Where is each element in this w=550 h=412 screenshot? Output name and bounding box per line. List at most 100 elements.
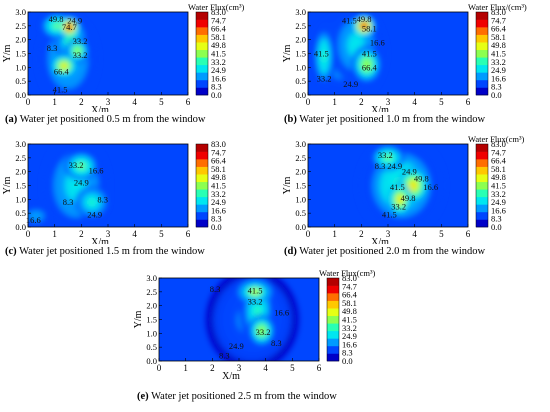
caption-e-text: Water jet positioned 2.5 m from the wind… bbox=[151, 391, 337, 402]
contour-label: 24.9 bbox=[74, 178, 89, 188]
hotspot-band bbox=[75, 48, 80, 53]
caption-c: (c) Water jet positioned 1.5 m from the … bbox=[5, 246, 205, 257]
colorbar-tick-label: 16.6 bbox=[342, 339, 357, 349]
colorbar-tick-label: 41.5 bbox=[211, 49, 226, 59]
colorbar-swatch bbox=[196, 144, 208, 152]
chart-a: 0 1 2 3 4 5 60.00.51.01.52.02.53.0X/mY/m49.874… bbox=[2, 2, 245, 116]
colorbar-tick-label: 83.0 bbox=[491, 7, 506, 17]
contour-label: 16.6 bbox=[274, 308, 289, 318]
colorbar-title: Water Flux/(cm³) bbox=[468, 2, 527, 12]
y-tick-label: 1.5 bbox=[15, 181, 26, 191]
x-tick-label: 6 bbox=[317, 363, 322, 373]
colorbar-tick-label: 8.3 bbox=[342, 348, 353, 358]
colorbar-tick-label: 33.2 bbox=[491, 189, 506, 199]
y-tick-label: 0.0 bbox=[295, 222, 306, 232]
colorbar-swatch bbox=[196, 19, 208, 28]
colorbar-tick-label: 58.1 bbox=[491, 32, 506, 42]
colorbar-tick-label: 66.4 bbox=[491, 156, 507, 166]
y-tick-label: 3.0 bbox=[295, 7, 306, 17]
colorbar-swatch bbox=[196, 166, 208, 175]
y-axis-label: Y/m bbox=[133, 310, 144, 328]
colorbar-swatch bbox=[196, 79, 208, 88]
colorbar-swatch bbox=[476, 72, 488, 81]
colorbar-swatch bbox=[476, 12, 488, 20]
y-tick-label: 2.5 bbox=[15, 153, 26, 163]
caption-a: (a) Water jet positioned 0.5 m from the … bbox=[5, 114, 205, 125]
colorbar-swatch bbox=[476, 181, 488, 190]
panel-a: 0 1 2 3 4 5 6 0.0 0.5 1.0 1.5 2.0 2.5 3.0 X/m Y/m 49.8 74… bbox=[2, 2, 267, 117]
colorbar-tick-label: 49.8 bbox=[491, 172, 506, 182]
y-tick-label: 0.5 bbox=[295, 76, 306, 86]
heat-layer bbox=[358, 144, 445, 227]
y-tick-label: 1.5 bbox=[146, 315, 157, 325]
colorbar-tick-label: 0.0 bbox=[342, 356, 353, 366]
x-axis-label: X/m bbox=[371, 105, 389, 112]
x-tick-label: 0 bbox=[157, 363, 162, 373]
contour-label: 24.9 bbox=[387, 161, 402, 171]
colorbar-tick-label: 49.8 bbox=[211, 172, 226, 182]
contour-label: 41.5 bbox=[362, 49, 377, 59]
x-tick-label: 4 bbox=[132, 229, 137, 239]
colorbar-tick-label: 49.8 bbox=[491, 40, 506, 50]
colorbar-tick-label: 41.5 bbox=[211, 181, 226, 191]
colorbar-tick-label: 74.7 bbox=[342, 281, 357, 291]
hotspot-band bbox=[33, 214, 39, 218]
colorbar-tick-label: 74.7 bbox=[491, 147, 506, 157]
colorbar-swatch bbox=[196, 72, 208, 81]
contour-label: 49.8 bbox=[414, 174, 429, 184]
caption-e-letter: (e) bbox=[137, 391, 149, 402]
colorbar-swatch bbox=[196, 49, 208, 58]
contour-label: 16.6 bbox=[423, 182, 438, 192]
contour-label: 8.3 bbox=[47, 43, 58, 53]
contour-label: 33.2 bbox=[73, 36, 88, 46]
colorbar-tick-label: 8.3 bbox=[491, 82, 502, 92]
x-axis-label: X/m bbox=[222, 371, 240, 382]
contour-label: 24.9 bbox=[229, 341, 244, 351]
hotspot-band bbox=[54, 23, 61, 28]
y-tick-label: 1.0 bbox=[15, 194, 26, 204]
colorbar-tick-label: 33.2 bbox=[211, 189, 226, 199]
colorbar-tick-label: 33.2 bbox=[211, 57, 226, 67]
hotspot-band bbox=[362, 24, 366, 28]
colorbar-tick-label: 74.7 bbox=[211, 147, 226, 157]
hotspot-band bbox=[364, 61, 370, 68]
colorbar-swatch bbox=[476, 79, 488, 88]
contour-label: 66.4 bbox=[54, 66, 70, 76]
x-tick-label: 0 bbox=[26, 97, 31, 107]
caption-d-text: Water jet positioned 2.0 m from the wind… bbox=[299, 246, 486, 257]
contour-label: 33.2 bbox=[256, 327, 271, 337]
colorbar-swatch bbox=[476, 151, 488, 160]
colorbar-swatch bbox=[196, 204, 208, 213]
colorbar-swatch bbox=[476, 64, 488, 73]
colorbar-swatch bbox=[476, 27, 488, 35]
y-axis-label: Y/m bbox=[282, 44, 293, 62]
y-tick-label: 3.0 bbox=[15, 139, 26, 149]
colorbar-swatch bbox=[196, 181, 208, 190]
contour-label: 24.9 bbox=[87, 210, 102, 220]
colorbar-swatch bbox=[476, 211, 488, 220]
y-tick-label: 1.5 bbox=[295, 49, 306, 59]
heat-layer bbox=[205, 278, 299, 361]
y-tick-label: 3.0 bbox=[15, 7, 26, 17]
x-tick-label: 3 bbox=[386, 229, 391, 239]
x-tick-label: 1 bbox=[183, 363, 188, 373]
chart-d: 0 1 2 3 4 5 60.00.51.01.52.02.53.0X/mY/m33.28.… bbox=[282, 134, 525, 248]
contour-label: 49.8 bbox=[401, 193, 416, 203]
contour-label: 33.2 bbox=[248, 297, 263, 307]
colorbar-swatch bbox=[196, 196, 208, 205]
hotspot-band bbox=[351, 38, 361, 52]
colorbar-tick-label: 8.3 bbox=[491, 214, 502, 224]
colorbar-swatch bbox=[476, 189, 488, 198]
heat-layer bbox=[308, 12, 386, 95]
colorbar-tick-label: 66.4 bbox=[211, 24, 227, 34]
x-tick-label: 4 bbox=[263, 363, 268, 373]
colorbar-tick-label: 41.5 bbox=[342, 315, 357, 325]
x-tick-label: 1 bbox=[52, 97, 57, 107]
contour-label: 16.6 bbox=[26, 215, 41, 225]
caption-e: (e) Water jet positioned 2.5 m from the … bbox=[137, 391, 337, 402]
heat-blur-group bbox=[358, 144, 445, 227]
colorbar-tick-label: 83.0 bbox=[342, 273, 357, 283]
colorbar-tick-label: 24.9 bbox=[211, 197, 226, 207]
x-tick-label: 3 bbox=[386, 97, 391, 107]
y-tick-label: 0.5 bbox=[146, 342, 157, 352]
